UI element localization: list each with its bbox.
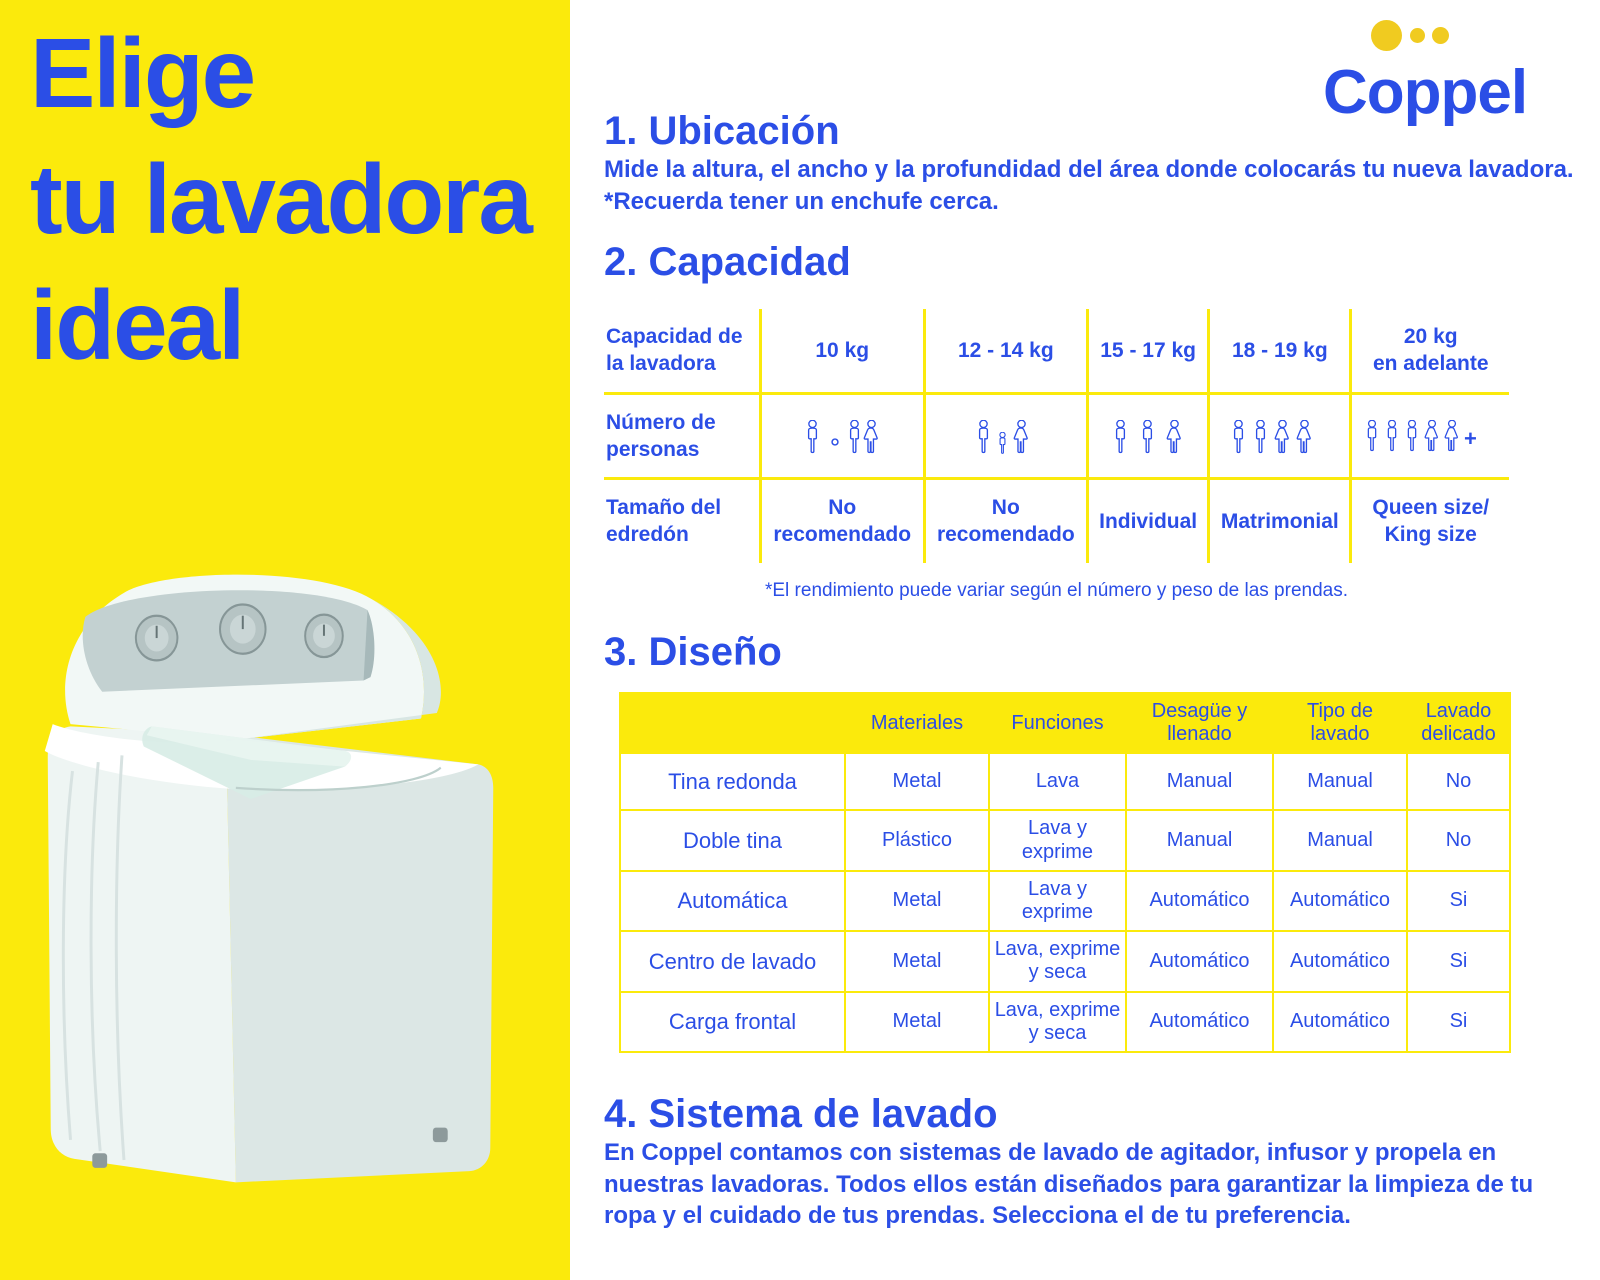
svg-text:+: +	[1464, 426, 1477, 451]
